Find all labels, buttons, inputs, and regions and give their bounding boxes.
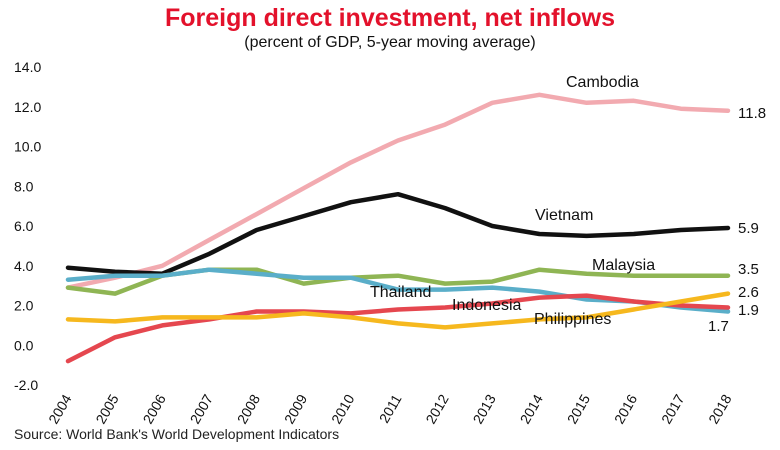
x-tick-label: 2007 <box>187 391 217 426</box>
y-tick-label: 10.0 <box>14 139 41 155</box>
series-line-cambodia <box>65 92 731 290</box>
y-tick-label: -2.0 <box>14 377 38 393</box>
y-tick-label: 0.0 <box>14 337 34 353</box>
series-line-indonesia <box>65 293 731 364</box>
x-tick-label: 2014 <box>517 391 547 426</box>
y-tick-label: 4.0 <box>14 258 34 274</box>
series-lines <box>65 92 731 364</box>
x-tick-label: 2004 <box>45 391 75 426</box>
series-line-philippines <box>65 291 731 330</box>
chart-subtitle: (percent of GDP, 5-year moving average) <box>244 34 536 51</box>
x-tick-label: 2018 <box>705 391 735 426</box>
x-tick-label: 2015 <box>564 391 594 426</box>
chart-title: Foreign direct investment, net inflows <box>164 4 616 32</box>
series-name-philippines: Philippines <box>534 311 611 328</box>
x-axis-ticks: 2004 2005 2006 2007 2008 2009 2010 2011 2012 2013… <box>45 391 735 426</box>
x-tick-label: 2017 <box>658 391 688 426</box>
x-tick-label: 2006 <box>139 391 169 426</box>
y-axis-ticks: 14.0 12.0 10.0 8.0 6.0 4.0 2.0 0.0 -2.0 <box>14 59 41 393</box>
series-name-cambodia: Cambodia <box>566 74 639 91</box>
series-line-vietnam <box>65 191 731 276</box>
y-tick-label: 8.0 <box>14 178 34 194</box>
x-tick-label: 2010 <box>328 391 358 426</box>
end-value-indonesia: 1.9 <box>738 302 759 319</box>
x-tick-label: 2009 <box>281 391 311 426</box>
series-name-vietnam: Vietnam <box>535 207 593 224</box>
y-tick-label: 6.0 <box>14 218 34 234</box>
series-name-thailand: Thailand <box>370 284 431 301</box>
end-value-vietnam: 5.9 <box>738 220 759 237</box>
y-tick-label: 2.0 <box>14 298 34 314</box>
series-name-malaysia: Malaysia <box>592 257 655 274</box>
y-tick-label: 14.0 <box>14 59 41 75</box>
x-tick-label: 2005 <box>92 391 122 426</box>
end-value-thailand: 1.7 <box>708 318 729 335</box>
x-tick-label: 2011 <box>376 391 405 425</box>
y-tick-label: 12.0 <box>14 99 41 115</box>
end-value-malaysia: 3.5 <box>738 261 759 278</box>
x-tick-label: 2012 <box>422 391 452 426</box>
series-labels: Cambodia 11.8 Vietnam 5.9 Malaysia 3.5 Thailan… <box>370 74 766 335</box>
x-tick-label: 2008 <box>234 391 264 426</box>
source-note: Source: World Bank's World Development I… <box>14 426 340 442</box>
x-tick-label: 2013 <box>469 391 499 426</box>
end-value-philippines: 2.6 <box>738 284 759 301</box>
series-name-indonesia: Indonesia <box>452 297 521 314</box>
x-tick-label: 2016 <box>611 391 641 426</box>
end-value-cambodia: 11.8 <box>738 105 766 122</box>
